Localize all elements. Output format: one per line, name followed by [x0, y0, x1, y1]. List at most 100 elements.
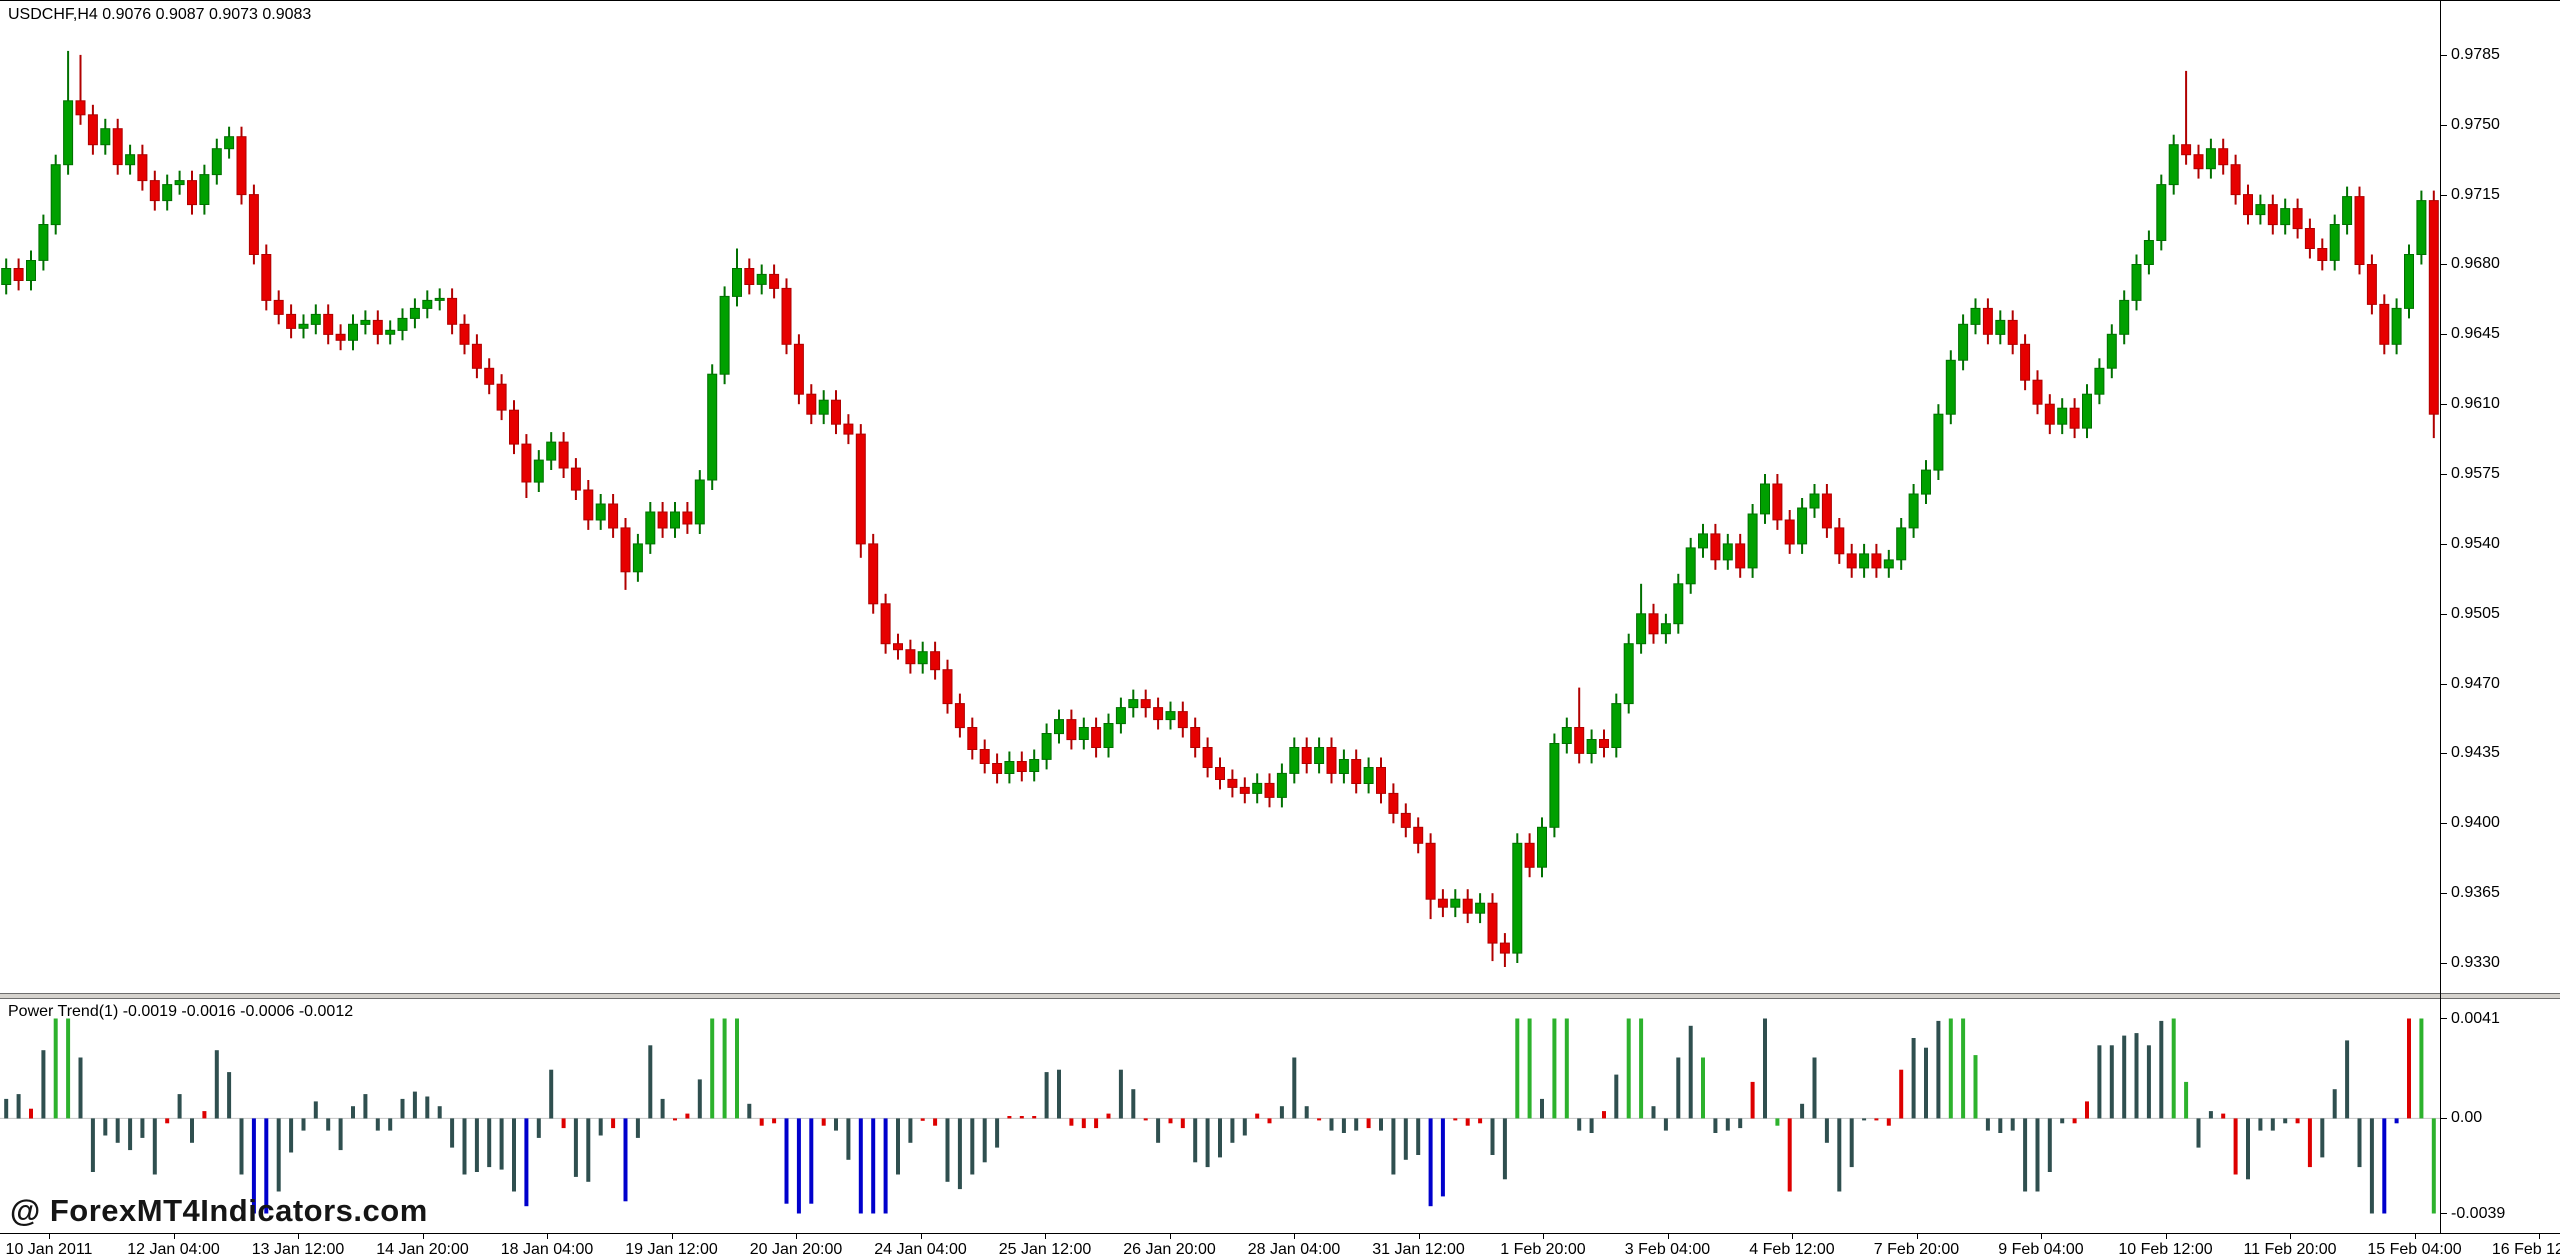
bull-candle — [1859, 543, 1870, 578]
bull-candle — [1747, 504, 1758, 578]
bear-candle — [942, 659, 953, 714]
indicator-bar — [1874, 1118, 1879, 1121]
bull-candle — [162, 174, 173, 211]
indicator-bar — [499, 1118, 504, 1170]
bear-candle — [1834, 518, 1845, 564]
indicator-bar — [227, 1072, 232, 1119]
indicator-bar — [1044, 1072, 1049, 1119]
indicator-name-label: Power Trend(1) -0.0019 -0.0016 -0.0006 -… — [8, 1003, 354, 1020]
indicator-bar — [1614, 1074, 1619, 1119]
bear-candle — [248, 184, 259, 265]
indicator-scale[interactable]: 0.0041 0.00 -0.0039 — [2441, 999, 2560, 1233]
indicator-bar — [896, 1118, 900, 1175]
bull-candle — [2391, 298, 2402, 355]
price-chart-panel[interactable]: USDCHF,H4 0.9076 0.9087 0.9073 0.9083 — [0, 1, 2440, 993]
indicator-bar — [982, 1118, 987, 1163]
price-scale-label: 0.9400 — [2451, 814, 2500, 832]
indicator-bar — [16, 1094, 21, 1119]
candlestick-plot — [1, 50, 2439, 967]
price-scale-tick — [2441, 404, 2447, 405]
bull-candle — [348, 314, 358, 351]
bull-candle — [409, 298, 420, 329]
bear-candle — [2292, 198, 2303, 239]
bull-candle — [1722, 533, 1733, 570]
indicator-bar — [78, 1057, 83, 1119]
symbol-ohlc-label: USDCHF,H4 0.9076 0.9087 0.9073 0.9083 — [8, 6, 312, 23]
bear-candle — [323, 304, 334, 345]
indicator-bar — [2258, 1118, 2263, 1131]
indicator-bar — [1019, 1116, 1024, 1119]
indicator-bar — [1354, 1118, 1359, 1131]
indicator-bar — [772, 1118, 777, 1124]
bear-candle — [2193, 144, 2204, 179]
indicator-bar — [524, 1118, 529, 1207]
indicator-bar — [474, 1118, 479, 1172]
time-axis-tick — [174, 1234, 175, 1239]
bear-candle — [447, 288, 458, 335]
indicator-bar — [995, 1118, 1000, 1148]
indicator-bar — [1279, 1106, 1284, 1119]
bull-candle — [1933, 404, 1944, 480]
indicator-bar — [1057, 1069, 1061, 1119]
time-axis-label: 10 Jan 2011 — [5, 1241, 93, 1258]
time-axis-label: 18 Jan 04:00 — [500, 1241, 594, 1258]
bear-candle — [2267, 194, 2278, 235]
indicator-bar — [1478, 1118, 1483, 1124]
indicator-bar — [1341, 1118, 1346, 1133]
indicator-bar — [697, 1079, 702, 1119]
time-axis-tick — [672, 1234, 673, 1239]
indicator-bar — [202, 1111, 207, 1119]
indicator-bar — [2270, 1118, 2275, 1131]
indicator-bar — [152, 1118, 157, 1175]
indicator-bar — [598, 1118, 603, 1136]
bear-candle — [13, 258, 24, 291]
indicator-bar — [821, 1118, 826, 1126]
price-scale-tick — [2441, 125, 2447, 126]
indicator-bar — [1639, 1018, 1644, 1119]
indicator-bar — [1329, 1118, 1334, 1131]
bear-candle — [273, 290, 284, 325]
bear-candle — [372, 310, 383, 345]
indicator-scale-tick — [2441, 1118, 2447, 1119]
indicator-bar — [1936, 1020, 1941, 1119]
bear-candle — [459, 314, 470, 355]
indicator-bar — [66, 1018, 71, 1119]
indicator-panel[interactable]: Power Trend(1) -0.0019 -0.0016 -0.0006 -… — [0, 999, 2440, 1233]
time-axis-label: 7 Feb 20:00 — [1873, 1241, 1960, 1258]
indicator-bar — [1998, 1118, 2003, 1133]
price-scale-tick — [2441, 334, 2447, 335]
bull-candle — [2131, 254, 2142, 311]
indicator-bar — [1118, 1069, 1123, 1119]
bear-candle — [149, 170, 160, 211]
bull-candle — [645, 502, 656, 554]
time-axis[interactable]: 10 Jan 2011 12 Jan 04:00 13 Jan 12:00 14 Ja… — [0, 1233, 2560, 1260]
bear-candle — [2069, 398, 2080, 439]
price-scale-tick — [2441, 264, 2447, 265]
bull-candle — [2143, 230, 2154, 275]
bull-candle — [1623, 633, 1634, 714]
bull-candle — [533, 450, 544, 492]
price-scale-label: 0.9785 — [2451, 45, 2500, 63]
bear-candle — [2304, 218, 2315, 259]
indicator-bar — [1775, 1118, 1780, 1126]
indicator-bar — [412, 1091, 417, 1119]
indicator-bar — [289, 1118, 294, 1153]
bear-candle — [1091, 717, 1102, 758]
indicator-bar — [1403, 1118, 1408, 1160]
bull-candle — [1561, 717, 1572, 754]
bear-candle — [1227, 769, 1238, 798]
indicator-bar — [660, 1098, 665, 1119]
bear-candle — [2032, 370, 2043, 415]
indicator-scale-tick — [2441, 1213, 2447, 1214]
time-axis-tick — [547, 1234, 548, 1239]
indicator-bar — [1688, 1025, 1693, 1119]
price-scale[interactable]: 0.9785 0.9750 0.9715 0.9680 0.9645 0.9610 0.95… — [2441, 1, 2560, 993]
bear-candle — [2317, 238, 2328, 271]
bull-candle — [2168, 134, 2179, 195]
indicator-scale-tick — [2441, 1018, 2447, 1019]
indicator-scale-label: -0.0039 — [2451, 1204, 2506, 1222]
indicator-bar — [425, 1096, 430, 1119]
bull-candle — [50, 154, 61, 235]
time-axis-label: 25 Jan 12:00 — [998, 1241, 1092, 1258]
panel-divider[interactable] — [0, 993, 2560, 999]
